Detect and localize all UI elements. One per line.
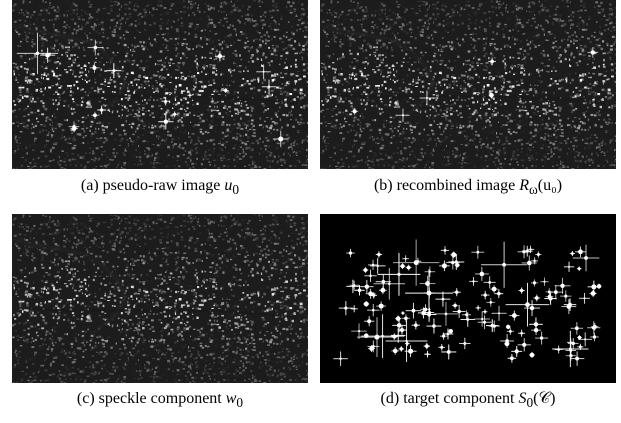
pseudo-raw-image-panel xyxy=(12,0,308,169)
p-b-texture xyxy=(320,0,616,169)
caption-a: (a) pseudo-raw image u0 xyxy=(80,177,240,198)
caption-b: (b) recombined image Rω(u₀) xyxy=(373,177,563,198)
p-c-texture xyxy=(12,214,308,383)
caption-d: (d) target component S0(𝒞) xyxy=(380,390,556,411)
target-component-panel xyxy=(320,214,616,383)
caption-c: (c) speckle component w0 xyxy=(76,390,244,411)
speckle-component-panel xyxy=(12,214,308,383)
p-d-texture xyxy=(333,239,602,368)
p-a-texture xyxy=(12,0,308,169)
recombined-image-panel xyxy=(320,0,616,169)
